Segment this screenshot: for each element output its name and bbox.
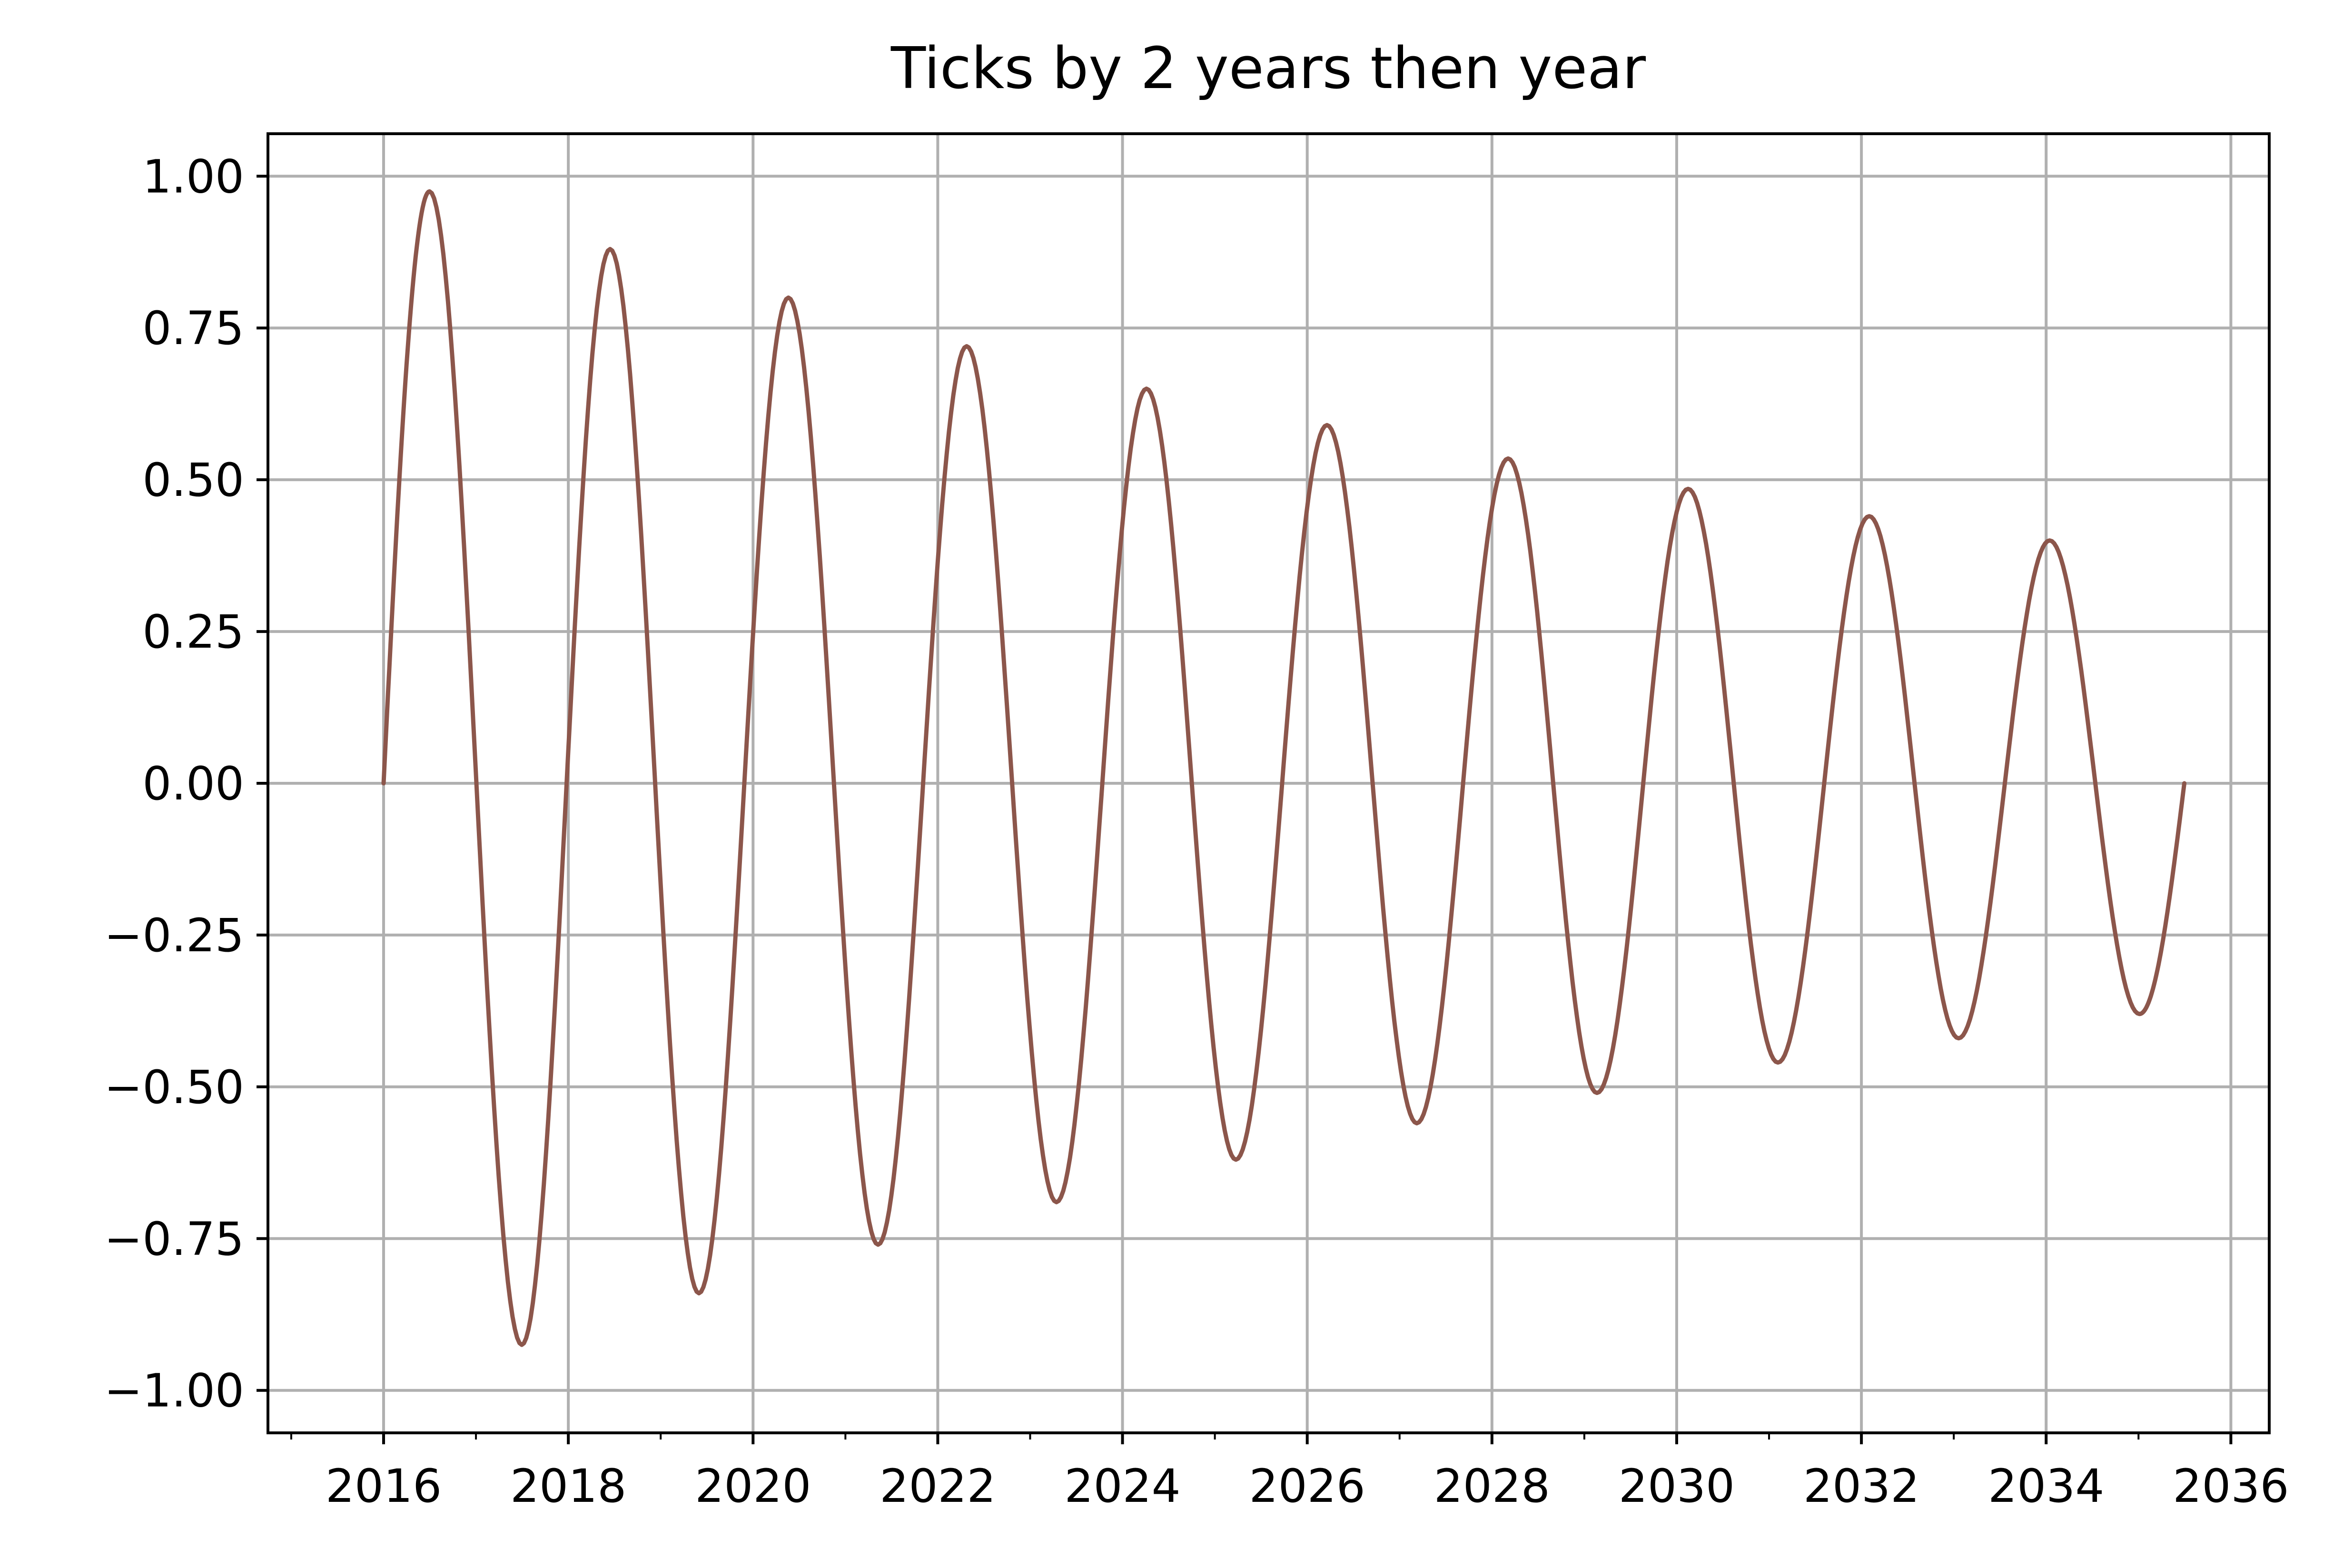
series-line [381, 189, 2187, 1347]
y-tick-label: 1.00 [142, 150, 244, 203]
x-tick-label: 2032 [1803, 1460, 1919, 1513]
y-tick-label: −0.25 [104, 909, 244, 962]
y-tick-label: 0.25 [142, 605, 244, 659]
x-tick-label: 2018 [510, 1460, 626, 1513]
x-tick-label: 2030 [1619, 1460, 1735, 1513]
x-tick-label: 2020 [695, 1460, 811, 1513]
x-tick-label: 2028 [1434, 1460, 1550, 1513]
x-tick-label: 2036 [2173, 1460, 2289, 1513]
x-tick-label: 2022 [880, 1460, 996, 1513]
chart-title: Ticks by 2 years then year [890, 36, 1646, 102]
x-tick-label: 2024 [1064, 1460, 1180, 1513]
y-tick-label: −1.00 [104, 1364, 244, 1418]
x-tick-label: 2026 [1249, 1460, 1365, 1513]
y-tick-label: 0.00 [142, 757, 244, 810]
y-tick-label: 0.75 [142, 302, 244, 355]
y-tick-label: −0.75 [104, 1213, 244, 1266]
x-axis: 2016 2018 2020 2022 2024 2026 2028 2030 2032 2034… [290, 1433, 2289, 1513]
x-tick-label: 2034 [1988, 1460, 2104, 1513]
grid-layer [268, 134, 2269, 1433]
y-tick-label: 0.50 [142, 454, 244, 507]
x-tick-label: 2016 [326, 1460, 442, 1513]
series-layer [381, 189, 2187, 1347]
y-tick-label: −0.50 [104, 1061, 244, 1114]
y-axis: 1.00 0.75 0.50 0.25 0.00 −0.25 −0.50 −0.75 −1.00 [104, 150, 268, 1418]
